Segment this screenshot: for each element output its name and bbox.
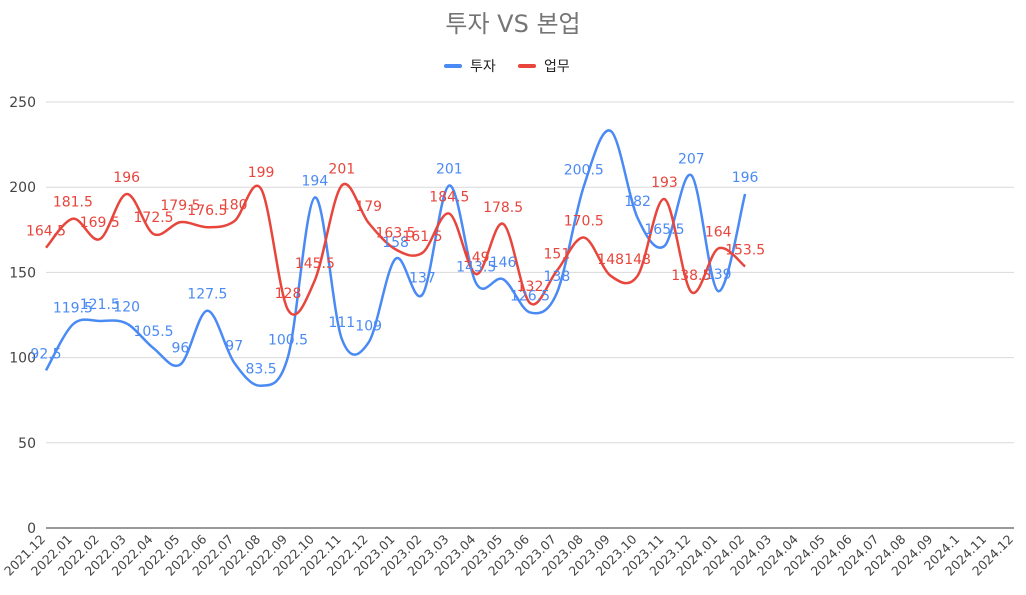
data-label: 139 [705,267,732,283]
gridlines [46,101,1014,529]
data-label: 182 [624,194,651,210]
data-label: 127.5 [187,287,227,303]
data-label: 164.5 [26,224,66,240]
data-label: 132 [517,279,544,295]
data-label: 148 [597,252,624,268]
data-label: 109 [355,318,382,334]
y-tick-label: 0 [27,521,36,537]
data-label: 170.5 [564,213,604,229]
data-label: 149 [463,250,490,266]
legend-label: 투자 [470,59,496,75]
legend-label: 업무 [544,59,570,75]
y-tick-label: 200 [9,180,36,196]
data-label: 165.5 [644,222,684,238]
data-label: 105.5 [134,324,174,340]
data-label: 83.5 [246,362,277,378]
data-label: 97 [225,339,243,355]
data-label: 179 [355,199,382,215]
y-axis: 0 50 100 150 200 250 [9,95,36,537]
y-tick-label: 100 [9,351,36,367]
data-label: 196 [113,170,140,186]
data-label: 201 [328,161,355,177]
data-label: 153.5 [725,242,765,258]
y-tick-label: 250 [9,95,36,111]
data-label: 161.5 [402,229,442,245]
data-label: 178.5 [483,200,523,216]
chart-title: 투자 VS 본업 [445,10,580,38]
data-label: 181.5 [53,195,93,211]
data-label: 143.5 [456,259,496,275]
data-label: 137 [409,271,436,287]
data-label: 176.5 [187,203,227,219]
data-label: 119.5 [53,300,93,316]
data-label: 179.5 [160,198,200,214]
data-label: 164 [705,225,732,241]
data-label: 200.5 [564,162,604,178]
data-label: 184.5 [429,190,469,206]
data-label: 145.5 [295,256,335,272]
data-label: 128 [275,286,302,302]
data-label: 194 [302,173,329,189]
y-tick-label: 50 [18,436,36,452]
data-label: 207 [678,151,705,167]
legend: 투자 업무 [444,59,570,75]
series-line-investment [44,129,747,387]
data-label: 196 [732,170,759,186]
data-label: 121.5 [80,297,120,313]
data-label: 169.5 [80,215,120,231]
series-line-work [45,182,746,316]
x-axis: 2021.122022.012022.022022.032022.042022.… [1,531,1016,578]
data-label: 201 [436,161,463,177]
data-label: 151 [544,247,571,263]
data-label: 92.5 [30,346,61,362]
data-label: 146 [490,255,517,271]
data-label: 138 [544,269,571,285]
data-label: 172.5 [134,210,174,226]
data-label: 126.5 [510,288,550,304]
data-label: 96 [172,340,190,356]
series-lines [44,129,747,387]
y-tick-label: 150 [9,265,36,281]
data-label: 158 [382,235,409,251]
data-label: 138.5 [671,268,711,284]
data-label: 180 [221,197,248,213]
data-label: 193 [651,175,678,191]
data-label: 148 [624,252,651,268]
data-label: 199 [248,165,275,181]
data-label: 163.5 [376,225,416,241]
data-label: 120 [113,300,140,316]
data-label: 100.5 [268,333,308,349]
data-label: 111 [328,315,355,331]
